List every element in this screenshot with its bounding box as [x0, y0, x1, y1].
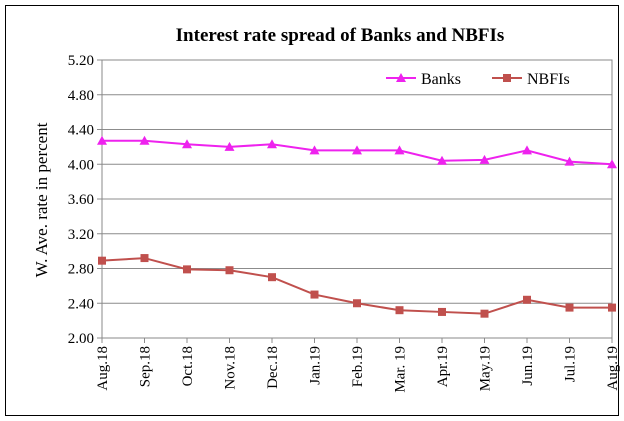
x-tick-label: Oct.18: [180, 346, 196, 386]
data-point-nbfis: [438, 307, 446, 316]
data-point-banks: [479, 154, 490, 164]
y-tick-label: 3.20: [68, 227, 94, 243]
data-point-banks: [309, 145, 320, 155]
chart-frame: [5, 5, 619, 416]
data-point-nbfis: [480, 309, 489, 318]
x-axis-ticks: Aug.18 Sep.18 Oct.18 Nov.18 Dec.18 Jan.19 Feb.…: [95, 338, 621, 393]
legend-label-nbfis: NBFIs: [527, 71, 570, 88]
data-point-nbfis: [523, 295, 531, 304]
data-point-nbfis: [395, 306, 404, 315]
data-point-banks: [97, 135, 107, 145]
data-point-nbfis: [310, 290, 319, 299]
x-tick-label: Jun.19: [520, 346, 536, 386]
data-point-nbfis: [140, 254, 149, 263]
x-tick-label: Nov.18: [223, 346, 239, 390]
x-tick-label: Jan.19: [308, 346, 324, 385]
x-tick-label: Sep.18: [138, 346, 154, 387]
y-tick-label: 4.80: [68, 88, 94, 104]
series-group: [97, 135, 617, 318]
x-tick-label: Mar. 19: [393, 346, 409, 393]
data-point-banks: [437, 155, 447, 165]
x-tick-label: Aug.19: [605, 346, 621, 391]
data-point-banks: [522, 145, 532, 155]
y-tick-label: 2.00: [68, 331, 94, 347]
x-tick-label: Aug.18: [95, 346, 111, 391]
data-point-banks: [182, 139, 192, 149]
y-tick-label: 5.20: [68, 53, 94, 69]
legend-marker-banks: [396, 73, 406, 82]
data-point-banks: [139, 135, 150, 145]
data-point-nbfis: [268, 273, 276, 282]
data-point-nbfis: [225, 266, 234, 275]
x-tick-label: Dec.18: [265, 346, 281, 389]
y-tick-label: 3.60: [68, 192, 94, 208]
data-point-banks: [267, 139, 277, 149]
legend: Banks NBFIs: [386, 71, 570, 88]
data-point-nbfis: [608, 303, 616, 312]
data-point-nbfis: [98, 256, 106, 265]
data-point-banks: [564, 156, 575, 166]
x-tick-label: May.19: [478, 346, 494, 391]
plot-area: [101, 59, 613, 339]
y-axis-label: W. Ave. rate in percent: [32, 122, 51, 277]
x-tick-label: Apr.19: [435, 346, 451, 387]
y-tick-label: 4.40: [68, 123, 94, 139]
y-axis-ticks: 2.00 2.40 2.80 3.20 3.60 4.00 4.40 4.80 5.20: [68, 53, 102, 347]
data-point-banks: [394, 145, 405, 155]
data-point-banks: [607, 159, 617, 169]
gridlines: [102, 59, 612, 339]
legend-marker-nbfis: [503, 74, 511, 82]
y-tick-label: 2.80: [68, 262, 94, 278]
y-tick-label: 2.40: [68, 296, 94, 312]
y-tick-label: 4.00: [68, 157, 94, 173]
legend-label-banks: Banks: [421, 71, 461, 88]
data-point-banks: [352, 145, 362, 155]
data-point-nbfis: [353, 299, 361, 308]
data-point-banks: [224, 141, 235, 151]
x-tick-label: Jul.19: [563, 346, 579, 382]
x-tick-label: Feb.19: [350, 346, 366, 387]
data-point-nbfis: [183, 265, 191, 274]
chart-title: Interest rate spread of Banks and NBFIs: [176, 25, 505, 46]
data-point-nbfis: [565, 303, 574, 312]
